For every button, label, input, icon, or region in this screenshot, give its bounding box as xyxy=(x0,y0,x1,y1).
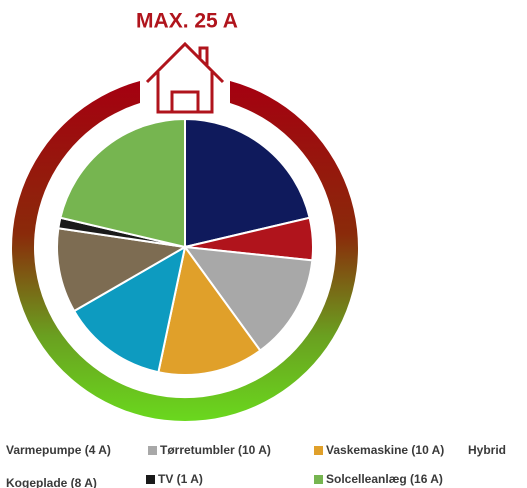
legend-label: Solcelleanlæg (16 A) xyxy=(326,472,443,486)
pie-slice xyxy=(184,117,311,249)
chart-title: MAX. 25 A xyxy=(136,10,238,33)
pie-slice xyxy=(56,227,188,313)
legend-label: Tørretumbler (10 A) xyxy=(160,443,271,457)
legend-swatch xyxy=(148,446,157,455)
pie-slice xyxy=(59,117,186,249)
legend-label: TV (1 A) xyxy=(158,472,203,486)
legend-label: Kogeplade (8 A) xyxy=(6,476,97,488)
legend-label: Varmepumpe (4 A) xyxy=(6,443,111,457)
house-icon xyxy=(145,41,225,114)
legend-swatch xyxy=(146,475,155,484)
pie-slice xyxy=(182,245,314,352)
pie-slice xyxy=(72,245,187,374)
legend-label: Hybrid xyxy=(468,443,506,457)
legend-swatch xyxy=(314,475,323,484)
legend-swatch xyxy=(314,446,323,455)
pie-slice xyxy=(157,244,262,376)
legend-label: Vaskemaskine (10 A) xyxy=(326,443,444,457)
